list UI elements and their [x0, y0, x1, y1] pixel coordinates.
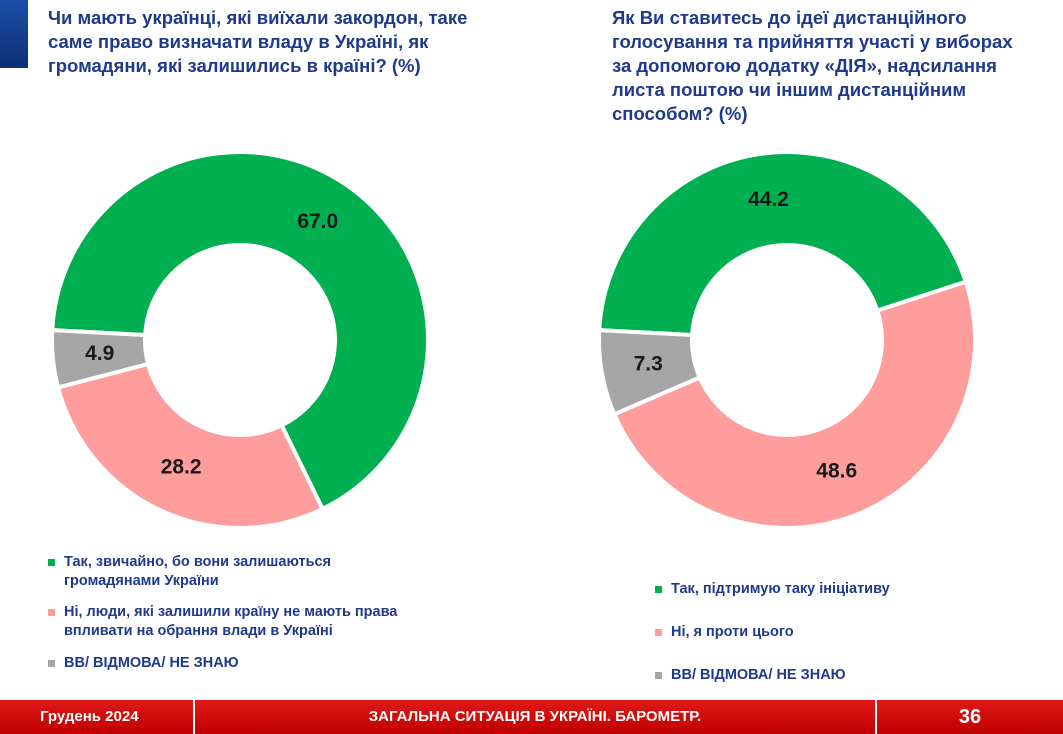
legend-swatch — [655, 629, 662, 636]
legend-item: Так, звичайно, бо вони залишаються грома… — [48, 553, 404, 591]
donut-segment — [55, 361, 326, 530]
legend-swatch — [48, 559, 55, 566]
legend-swatch — [48, 660, 55, 667]
data-label: 44.2 — [748, 188, 789, 211]
separator — [875, 700, 877, 734]
separator — [193, 700, 195, 734]
donut-segment — [50, 150, 430, 512]
legend-item: ВВ/ ВІДМОВА/ НЕ ЗНАЮ — [655, 666, 1011, 685]
legend-item: Ні, я проти цього — [655, 623, 1011, 642]
footer: Грудень 2024 ЗАГАЛЬНА СИТУАЦІЯ В УКРАЇНІ… — [0, 700, 1063, 734]
page-number: 36 — [958, 706, 982, 728]
legend-swatch — [655, 586, 662, 593]
data-label: 67.0 — [297, 210, 338, 233]
legend-item: Так, підтримую таку ініціативу — [655, 580, 1011, 599]
donut-segment — [611, 279, 977, 530]
data-label: 4.9 — [85, 342, 114, 365]
legend-item: ВВ/ ВІДМОВА/ НЕ ЗНАЮ — [48, 654, 404, 673]
legend-swatch — [48, 609, 55, 616]
data-label: 48.6 — [816, 459, 857, 482]
donut-segment — [597, 328, 703, 417]
data-label: 28.2 — [161, 456, 202, 479]
footer-caption: ЗАГАЛЬНА СИТУАЦІЯ В УКРАЇНІ. БАРОМЕТР. — [368, 708, 702, 725]
legend-item: Ні, люди, які залишили країну не мають п… — [48, 603, 404, 641]
donut-segment — [50, 328, 151, 390]
legend-swatch — [655, 672, 662, 679]
chart-title: Як Ви ставитесь до ідеї дистанційного го… — [612, 7, 1013, 124]
data-label: 7.3 — [634, 352, 663, 375]
charts: 67.0 28.2 4.9 44.2 48.6 7.3 — [50, 150, 977, 530]
accent-bar — [0, 0, 28, 68]
chart-title: Чи мають українці, які виїхали закордон,… — [48, 7, 468, 76]
footer-date: Грудень 2024 — [40, 708, 139, 725]
donut-segment — [597, 150, 969, 338]
